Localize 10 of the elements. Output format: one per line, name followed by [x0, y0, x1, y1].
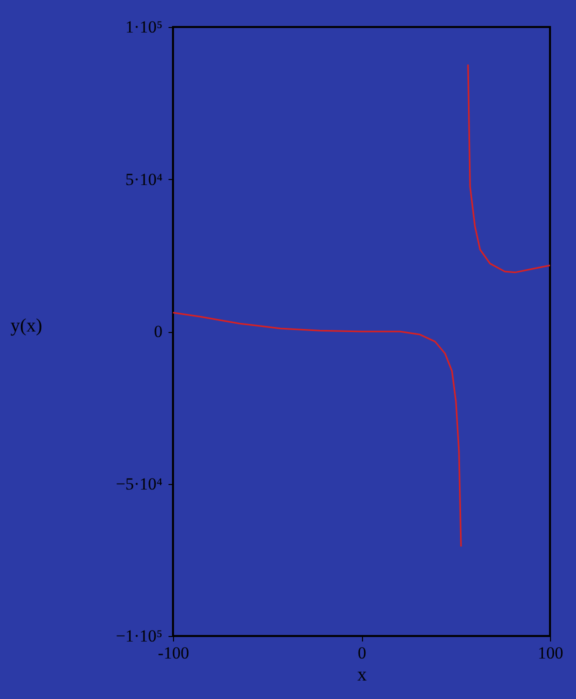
x-tick-label: 100 — [538, 644, 564, 662]
x-tick-label: 0 — [358, 644, 366, 662]
y-tick-label: −5·10⁴ — [116, 474, 163, 494]
x-axis-title: x — [357, 664, 368, 686]
y-axis-title: y(x) — [10, 316, 42, 336]
y-tick-label: 0 — [154, 322, 162, 341]
y-tick-label: 1·10⁵ — [125, 18, 163, 36]
x-tick-label: -100 — [158, 644, 190, 662]
y-tick-label: 5·10⁴ — [125, 170, 163, 189]
y-tick-label: −1·10⁵ — [116, 626, 163, 646]
